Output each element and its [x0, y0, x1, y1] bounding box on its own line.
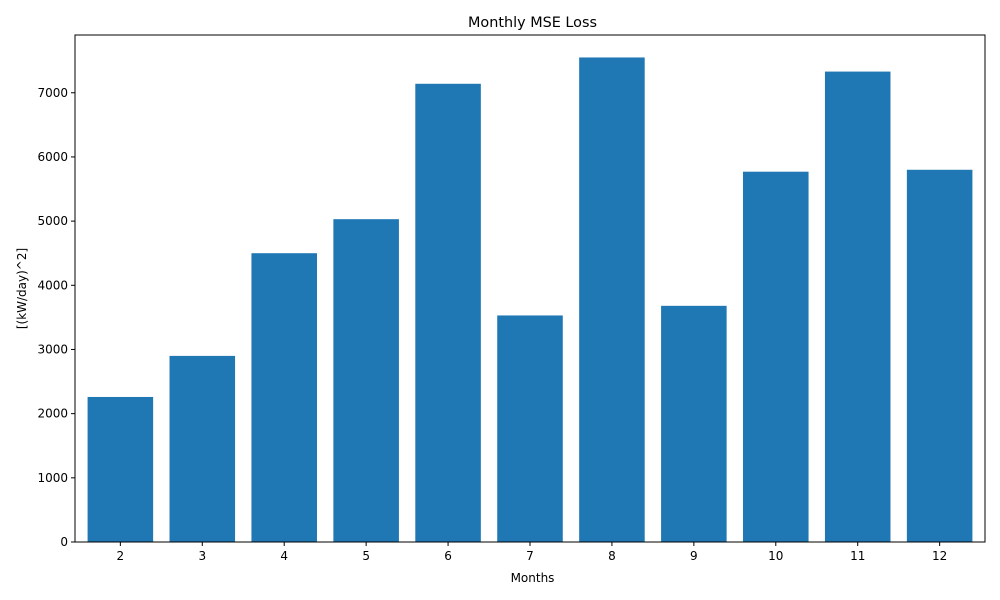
y-axis: 0 1000 2000 3000 4000 5000 6000 7000 [37, 86, 75, 549]
y-tick-label: 0 [60, 535, 68, 549]
bar-month-8 [579, 57, 645, 542]
x-tick-label: 8 [608, 549, 616, 563]
bar-month-3 [169, 355, 236, 542]
x-tick-label: 12 [932, 549, 947, 563]
x-tick-label: 11 [850, 549, 865, 563]
bar-month-6 [415, 83, 481, 542]
y-tick-label: 4000 [37, 278, 68, 292]
y-tick-label: 5000 [37, 214, 68, 228]
bar-month-5 [333, 219, 399, 543]
x-axis: 2 3 4 5 6 7 8 9 10 11 12 [117, 542, 947, 563]
bar-month-12 [906, 169, 973, 542]
bar-month-9 [661, 305, 727, 542]
x-tick-label: 10 [768, 549, 783, 563]
bar-month-2 [87, 396, 154, 542]
x-tick-label: 9 [690, 549, 698, 563]
x-tick-label: 7 [526, 549, 534, 563]
y-axis-title: [(kW/day)^2] [15, 248, 29, 329]
x-tick-label: 2 [117, 549, 125, 563]
x-axis-title: Months [511, 571, 555, 585]
bar-month-11 [824, 71, 891, 543]
y-tick-label: 7000 [37, 86, 68, 100]
y-tick-label: 1000 [37, 471, 68, 485]
y-tick-label: 6000 [37, 150, 68, 164]
x-tick-label: 3 [198, 549, 206, 563]
bar-month-7 [497, 315, 563, 542]
x-tick-label: 4 [280, 549, 288, 563]
y-tick-label: 2000 [37, 407, 68, 421]
chart-title: Monthly MSE Loss [468, 15, 597, 31]
bars-group [87, 57, 973, 543]
x-tick-label: 6 [444, 549, 452, 563]
bar-month-4 [251, 253, 317, 543]
y-tick-label: 3000 [37, 342, 68, 356]
bar-month-10 [743, 171, 809, 543]
x-tick-label: 5 [362, 549, 370, 563]
